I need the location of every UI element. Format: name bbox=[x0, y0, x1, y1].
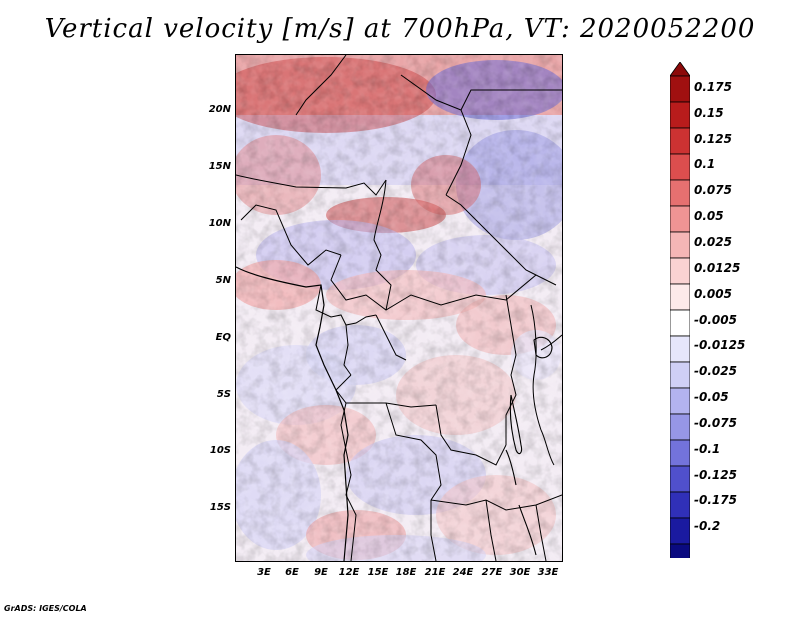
colorbar-label-0-1: 0.1 bbox=[694, 157, 716, 171]
colorbar-segment bbox=[670, 153, 690, 181]
colorbar-segment bbox=[670, 517, 690, 545]
colorbar-segment bbox=[670, 101, 690, 129]
colorbar-segment bbox=[670, 491, 690, 519]
lon-label-24e: 24E bbox=[452, 567, 474, 578]
colorbar-label-neg-0-005: -0.005 bbox=[694, 313, 737, 327]
lat-label-5s: 5S bbox=[216, 389, 231, 400]
colorbar-segment bbox=[670, 75, 690, 103]
coastline bbox=[236, 266, 349, 561]
lon-label-12e: 12E bbox=[338, 567, 360, 578]
colorbar bbox=[670, 62, 690, 558]
colorbar-segment bbox=[670, 205, 690, 233]
lat-label-15n: 15N bbox=[208, 161, 231, 172]
colorbar-segment bbox=[670, 465, 690, 493]
colorbar-label-neg-0-2: -0.2 bbox=[694, 519, 721, 533]
colorbar-label-neg-0-05: -0.05 bbox=[694, 390, 729, 404]
colorbar-label-0-005: 0.005 bbox=[694, 287, 732, 301]
colorbar-segment bbox=[670, 283, 690, 311]
chart-title: Vertical velocity [m/s] at 700hPa, VT: 2… bbox=[44, 14, 756, 44]
colorbar-label-neg-0-0125: -0.0125 bbox=[694, 338, 746, 352]
colorbar-segment bbox=[670, 127, 690, 155]
colorbar-label-neg-0-025: -0.025 bbox=[694, 364, 737, 378]
lon-label-21e: 21E bbox=[424, 567, 446, 578]
colorbar-label-0-0125: 0.0125 bbox=[694, 261, 741, 275]
colorbar-segment bbox=[670, 413, 690, 441]
colorbar-label-0-125: 0.125 bbox=[694, 132, 732, 146]
colorbar-segment bbox=[670, 335, 690, 363]
colorbar-label-0-15: 0.15 bbox=[694, 106, 724, 120]
lat-label-15s: 15S bbox=[209, 502, 231, 513]
colorbar-label-0-075: 0.075 bbox=[694, 183, 732, 197]
colorbar-label-0-175: 0.175 bbox=[694, 80, 732, 94]
colorbar-label-neg-0-125: -0.125 bbox=[694, 468, 737, 482]
colorbar-segments bbox=[670, 62, 690, 558]
lon-label-30e: 30E bbox=[509, 567, 531, 578]
lat-label-20n: 20N bbox=[208, 104, 231, 115]
lon-label-3e: 3E bbox=[257, 567, 271, 578]
colorbar-label-neg-0-1: -0.1 bbox=[694, 442, 721, 456]
colorbar-segment bbox=[670, 439, 690, 467]
colorbar-segment bbox=[670, 309, 690, 337]
lat-label-eq: EQ bbox=[215, 332, 231, 343]
lon-label-6e: 6E bbox=[285, 567, 299, 578]
colorbar-label-0-025: 0.025 bbox=[694, 235, 732, 249]
colorbar-segment bbox=[670, 361, 690, 389]
colorbar-label-neg-0-075: -0.075 bbox=[694, 416, 737, 430]
colorbar-segment bbox=[670, 179, 690, 207]
grads-credit: GrADS: IGES/COLA bbox=[4, 604, 87, 613]
map-panel bbox=[235, 54, 563, 562]
country-boundaries bbox=[236, 55, 562, 561]
colorbar-segment bbox=[670, 231, 690, 259]
colorbar-segment bbox=[670, 387, 690, 415]
lat-label-10n: 10N bbox=[208, 218, 231, 229]
colorbar-label-neg-0-175: -0.175 bbox=[694, 493, 737, 507]
lon-label-9e: 9E bbox=[314, 567, 328, 578]
lon-label-18e: 18E bbox=[395, 567, 417, 578]
lon-label-33e: 33E bbox=[537, 567, 559, 578]
lon-label-15e: 15E bbox=[367, 567, 389, 578]
colorbar-label-0-05: 0.05 bbox=[694, 209, 724, 223]
lakes bbox=[505, 336, 553, 556]
velocity-field-map bbox=[236, 55, 562, 561]
field-texture-light bbox=[236, 55, 562, 561]
colorbar-top-arrow bbox=[670, 62, 690, 77]
colorbar-segment bbox=[670, 257, 690, 285]
colorbar-segment bbox=[670, 543, 690, 558]
lat-label-10s: 10S bbox=[209, 445, 231, 456]
lat-label-5n: 5N bbox=[215, 275, 231, 286]
lon-label-27e: 27E bbox=[481, 567, 503, 578]
